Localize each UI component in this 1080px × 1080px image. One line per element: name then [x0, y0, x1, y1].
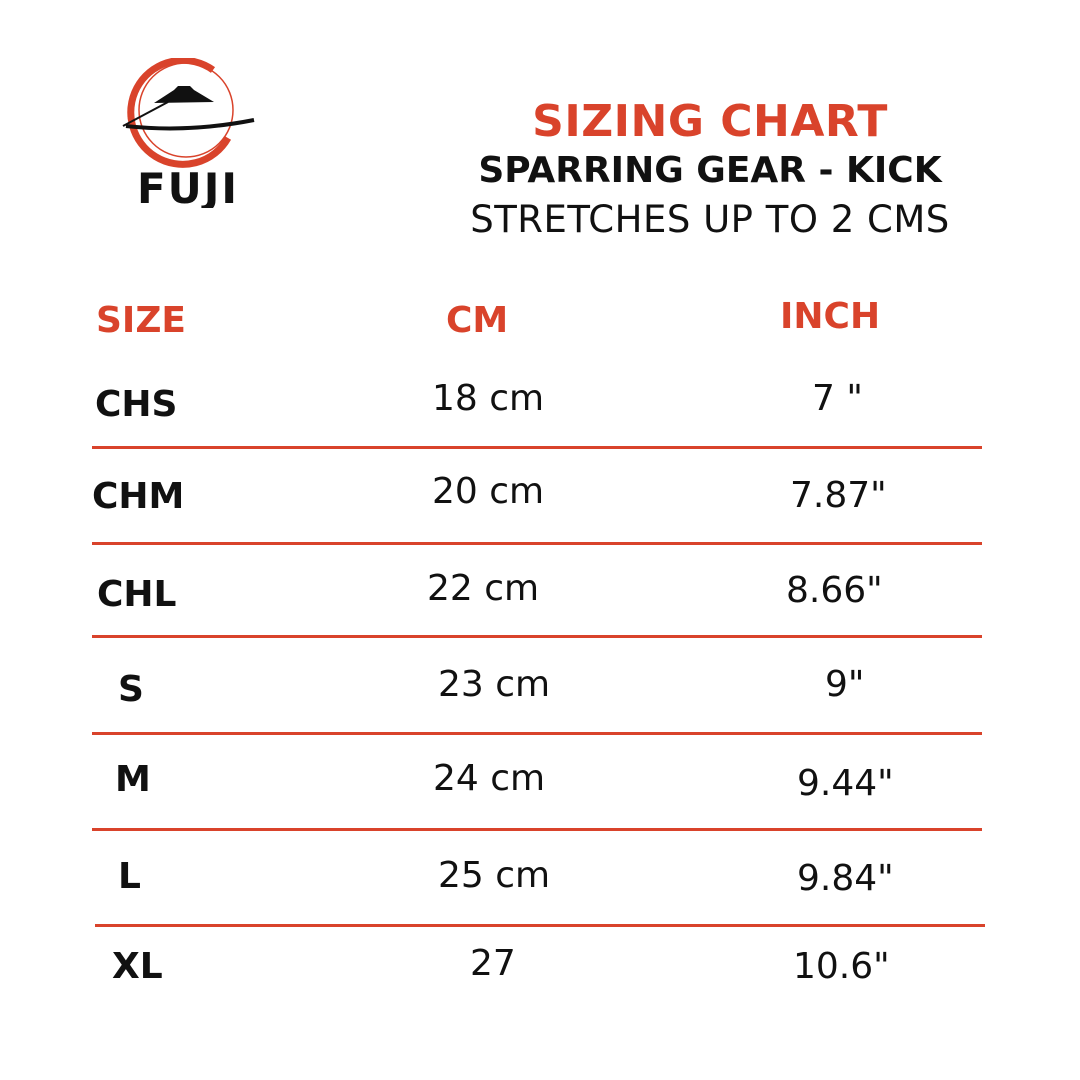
page-title: SIZING CHART — [532, 96, 888, 147]
cm-cell: 24 cm — [433, 758, 546, 799]
size-cell: CHS — [95, 384, 178, 425]
inch-cell: 8.66" — [786, 570, 883, 611]
size-cell: CHL — [97, 574, 177, 615]
row-divider — [92, 828, 982, 831]
size-cell: L — [118, 856, 141, 897]
cm-cell: 18 cm — [432, 378, 545, 419]
inch-cell: 9.44" — [797, 763, 894, 804]
cm-cell: 23 cm — [438, 664, 551, 705]
row-divider — [92, 446, 982, 449]
product-subtitle: SPARRING GEAR - KICK — [478, 150, 942, 191]
size-cell: CHM — [92, 476, 185, 517]
column-header-size: SIZE — [96, 300, 187, 341]
stretch-note: STRETCHES UP TO 2 CMS — [470, 198, 950, 241]
fuji-logo: FUJI — [118, 56, 258, 213]
column-header-cm: CM — [446, 300, 509, 341]
inch-cell: 9.84" — [797, 858, 894, 899]
row-divider — [92, 732, 982, 735]
size-cell: S — [118, 669, 144, 710]
size-cell: M — [115, 759, 151, 800]
inch-cell: 10.6" — [793, 946, 890, 987]
cm-cell: 27 — [470, 943, 516, 984]
column-header-inch: INCH — [780, 296, 881, 337]
inch-cell: 9" — [825, 664, 865, 705]
cm-cell: 25 cm — [438, 855, 551, 896]
fuji-logo-mark: FUJI — [122, 56, 255, 213]
inch-cell: 7.87" — [790, 475, 887, 516]
svg-text:FUJI: FUJI — [137, 164, 239, 208]
row-divider — [95, 924, 985, 927]
size-cell: XL — [112, 946, 163, 987]
cm-cell: 22 cm — [427, 568, 540, 609]
row-divider — [92, 542, 982, 545]
cm-cell: 20 cm — [432, 471, 545, 512]
inch-cell: 7 " — [812, 378, 863, 419]
row-divider — [92, 635, 982, 638]
